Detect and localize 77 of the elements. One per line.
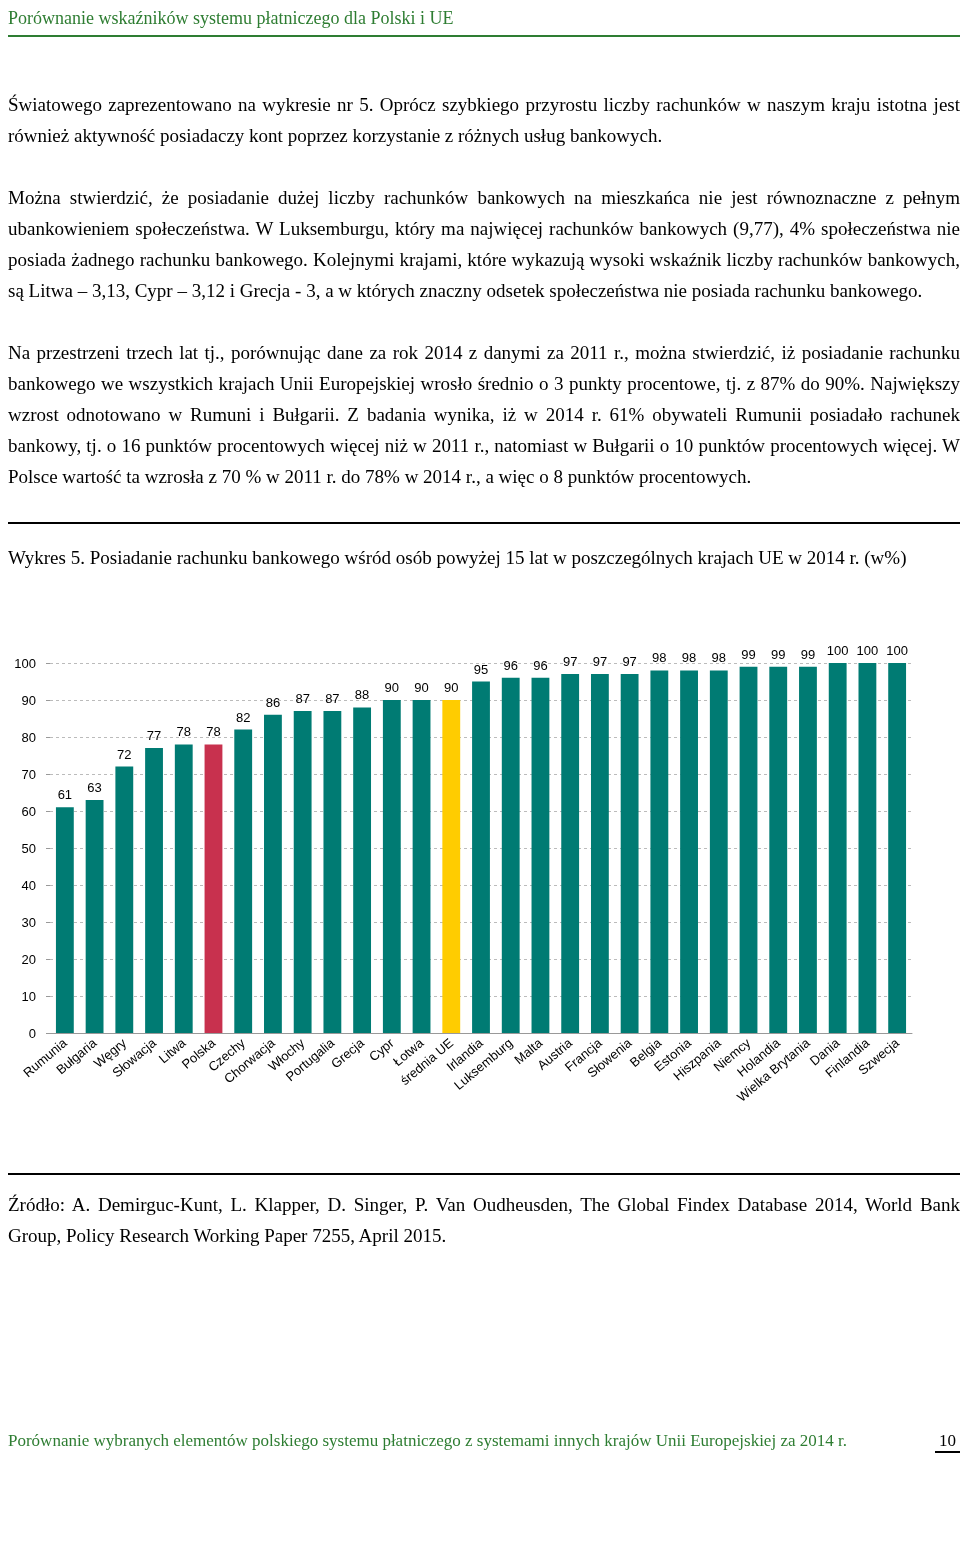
data-label: 99 [741, 646, 756, 662]
data-label: 95 [473, 661, 489, 677]
bar [382, 700, 401, 1033]
bar [888, 663, 907, 1033]
bar [501, 677, 520, 1033]
y-tick-label: 80 [21, 729, 36, 745]
bar [234, 729, 253, 1033]
bar [531, 677, 550, 1033]
y-tick-label: 60 [21, 803, 36, 819]
data-label: 100 [886, 643, 908, 658]
data-label: 90 [444, 680, 459, 695]
y-tick-label: 0 [28, 1025, 36, 1041]
data-label: 97 [562, 654, 578, 670]
data-label: 61 [57, 787, 73, 803]
text: Można stwierdzić, że posiadanie dużej liczby rachunków bankowych na mieszkańca nie jest równoznaczne z pełnym ubankowieniem społeczeństwa. W Luksemburgu, który ma najwięcej rachunków bankowych (9,77), 4% społeczeństwa nie posiada żadnego rachunku bankowego. Kolejnymi krajami, które wykazują wysoki wskaźnik liczby rachunków bankowych, są Litwa – 3,13, Cypr – 3,12 i Grecja - 3, a w których znaczny odsetek społeczeństwa nie posiada rachunku bankowego. [8, 186, 960, 303]
data-label: 78 [206, 724, 221, 740]
bar [204, 744, 223, 1033]
data-label: 96 [503, 657, 518, 673]
bar [353, 707, 372, 1033]
bar [145, 748, 163, 1033]
text: Źródło: A. Demirguc-Kunt, L. Klapper, D. Singer, P. Van Oudheusden, The Global Findex Database 2014, World Bank Group, Policy Research Working Paper 7255, April 2015. [8, 1193, 960, 1248]
bar [739, 666, 758, 1033]
data-label: 78 [176, 724, 191, 740]
bar [115, 766, 134, 1033]
bar [55, 807, 74, 1033]
bar [620, 674, 639, 1033]
data-label: 72 [117, 746, 132, 762]
data-label: 96 [533, 657, 548, 673]
y-tick-label: 10 [21, 988, 36, 1004]
data-label: 87 [325, 691, 340, 707]
bar [828, 663, 847, 1033]
bar [264, 714, 282, 1033]
y-tick-label: 50 [21, 840, 36, 856]
text: Światowego zaprezentowano na wykresie nr 5. Oprócz szybkiego przyrostu liczby rachunków w naszym kraju istotna jest również aktywność posiadaczy kont poprzez korzystanie z różnych usług bankowych. [8, 93, 960, 148]
data-label: 88 [354, 687, 370, 703]
data-label: 98 [652, 650, 667, 666]
data-label: 100 [856, 643, 879, 658]
data-label: 100 [826, 643, 849, 658]
text: Porównanie wskaźników systemu płatniczego dla Polski i UE [8, 8, 960, 37]
bar [709, 670, 728, 1033]
data-label: 90 [384, 680, 400, 695]
bar [323, 711, 342, 1033]
bar [561, 674, 580, 1033]
data-label: 97 [622, 654, 637, 670]
bar [174, 744, 193, 1033]
bar [858, 663, 877, 1033]
bar [472, 681, 490, 1033]
data-label: 99 [771, 646, 786, 662]
bar [412, 700, 431, 1033]
y-tick-label: 40 [21, 877, 36, 893]
bar [85, 799, 104, 1033]
text: Na przestrzeni trzech lat tj., porównując dane za rok 2014 z danymi za 2011 r., można stwierdzić, iż posiadanie rachunku bankowego we wszystkich krajach Unii Europejskiej wrosło średnio o 3 punkty procentowe, tj. z 87% do 90%. Największy wzrost odnotowano w Rumuni i Bułgarii. Z badania wynika, iż w 2014 r. 61% obywateli Rumunii posiadało rachunek bankowy, tj. o 16 punktów procentowych więcej niż w 2011 r., natomiast w Bułgarii o 10 punktów procentowych więcej. W Polsce wartość ta wzrosła z 70 % w 2011 r. do 78% w 2014 r., a więc o 8 punktów procentowych. [8, 341, 960, 489]
y-tick-label: 100 [14, 655, 36, 671]
bar [799, 666, 817, 1033]
data-label: 98 [711, 650, 727, 666]
data-label: 63 [87, 779, 102, 795]
bar [442, 700, 461, 1033]
y-tick-label: 90 [21, 692, 36, 708]
chart-title: Wykres 5. Posiadanie rachunku bankowego wśród osób powyżej 15 lat w poszczególnych krajach UE w 2014 r. (w%) [8, 546, 908, 570]
y-tick-label: 20 [21, 951, 36, 967]
bar [293, 711, 312, 1033]
data-label: 97 [592, 654, 608, 670]
bar [769, 666, 788, 1033]
bar [590, 674, 609, 1033]
data-label: 98 [681, 650, 697, 666]
data-label: 77 [146, 728, 162, 744]
bar [650, 670, 669, 1033]
data-label: 90 [414, 680, 429, 695]
bar [680, 670, 698, 1033]
text: 10 [935, 1431, 960, 1453]
data-label: 82 [235, 709, 251, 725]
text: Porównanie wybranych elementów polskiego systemu płatniczego z systemami innych krajów Unii Europejskiej za 2014 r. [8, 1431, 848, 1451]
data-label: 99 [800, 646, 816, 662]
y-tick-label: 70 [21, 766, 36, 782]
data-label: 87 [295, 691, 310, 707]
y-tick-label: 30 [21, 914, 36, 930]
data-label: 86 [265, 694, 281, 710]
